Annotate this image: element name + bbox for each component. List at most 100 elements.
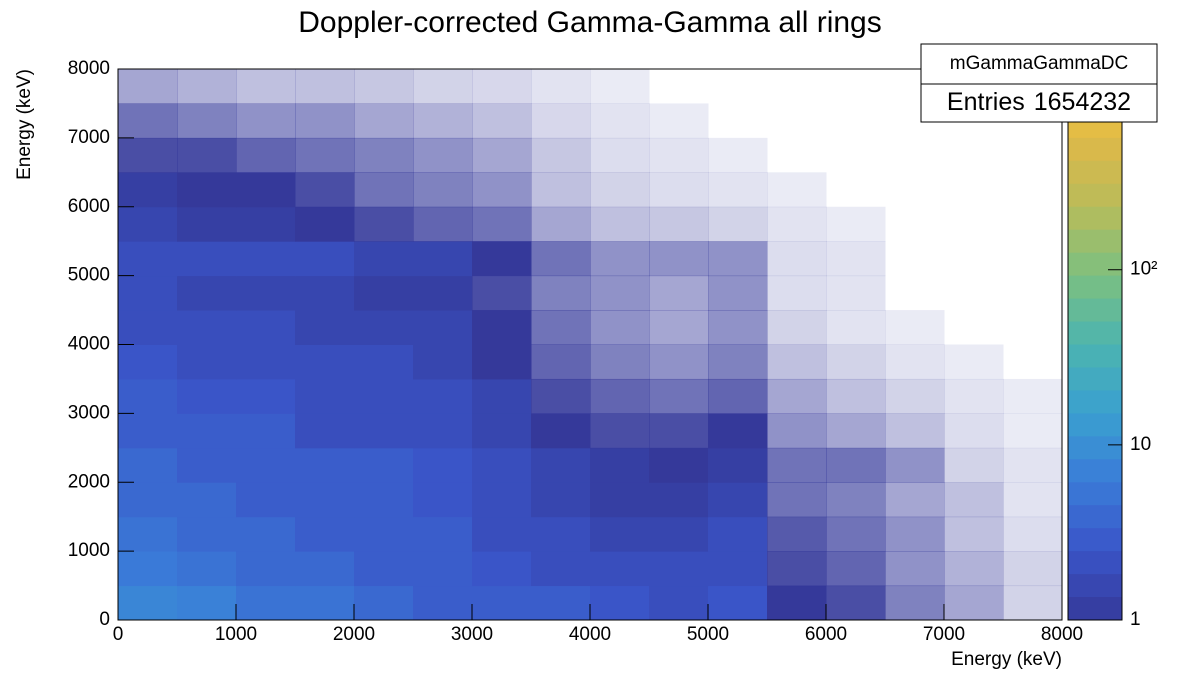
heatmap-cell bbox=[1003, 585, 1063, 621]
colorbar-band bbox=[1068, 183, 1122, 208]
heatmap-cell bbox=[295, 241, 355, 277]
heatmap-cell bbox=[413, 275, 473, 311]
heatmap-cell bbox=[472, 344, 532, 380]
x-tick-label: 1000 bbox=[215, 624, 257, 645]
heatmap-cell bbox=[472, 378, 532, 414]
heatmap-cell bbox=[885, 447, 945, 483]
heatmap-cell bbox=[413, 447, 473, 483]
heatmap-cell bbox=[767, 378, 827, 414]
heatmap-cell bbox=[649, 378, 709, 414]
heatmap-cell bbox=[885, 310, 945, 345]
heatmap-cell bbox=[472, 310, 532, 345]
heatmap-cell bbox=[295, 344, 355, 380]
heatmap-cell bbox=[354, 172, 414, 208]
heatmap-cell bbox=[177, 516, 237, 552]
heatmap-cell bbox=[767, 585, 827, 621]
heatmap-cell bbox=[354, 516, 414, 552]
heatmap-cell bbox=[826, 241, 886, 277]
heatmap-cell bbox=[472, 551, 532, 587]
heatmap-cell bbox=[590, 344, 650, 380]
heatmap-cell bbox=[236, 137, 296, 173]
colorbar-band bbox=[1068, 252, 1122, 277]
heatmap-cell bbox=[590, 69, 650, 104]
x-tick-label: 5000 bbox=[687, 624, 729, 645]
heatmap-cell bbox=[708, 447, 768, 483]
heatmap-cell bbox=[826, 344, 886, 380]
y-tick-label: 4000 bbox=[68, 334, 110, 355]
colorbar-band bbox=[1068, 206, 1122, 231]
stats-box bbox=[920, 43, 1158, 123]
colorbar-band bbox=[1068, 229, 1122, 254]
heatmap-cell bbox=[708, 585, 768, 621]
colorbar-band bbox=[1068, 298, 1122, 323]
heatmap-cell bbox=[531, 344, 591, 380]
heatmap-cell bbox=[944, 447, 1004, 483]
heatmap-cell bbox=[531, 413, 591, 449]
heatmap-cell bbox=[118, 103, 178, 139]
heatmap-cell bbox=[885, 482, 945, 518]
heatmap-cell bbox=[531, 241, 591, 277]
heatmap-cell bbox=[295, 585, 355, 621]
heatmap-cell bbox=[590, 516, 650, 552]
heatmap-cell bbox=[472, 482, 532, 518]
heatmap-cell bbox=[413, 172, 473, 208]
x-tick-label: 6000 bbox=[805, 624, 847, 645]
heatmap-cell bbox=[118, 69, 178, 104]
x-tick-label: 3000 bbox=[451, 624, 493, 645]
heatmap-cell bbox=[944, 551, 1004, 587]
heatmap-cell bbox=[531, 447, 591, 483]
heatmap-cell bbox=[767, 551, 827, 587]
heatmap-cell bbox=[472, 275, 532, 311]
heatmap-cell bbox=[118, 241, 178, 277]
heatmap-cell bbox=[885, 551, 945, 587]
heatmap-cell bbox=[826, 585, 886, 621]
heatmap-cell bbox=[472, 206, 532, 242]
y-tick-label: 2000 bbox=[68, 471, 110, 492]
heatmap-cell bbox=[826, 206, 886, 242]
heatmap-cell bbox=[118, 551, 178, 587]
heatmap-cell bbox=[177, 310, 237, 345]
colorbar-band bbox=[1068, 459, 1122, 483]
heatmap-cell bbox=[885, 378, 945, 414]
heatmap-cell bbox=[236, 447, 296, 483]
heatmap-cell bbox=[177, 275, 237, 311]
heatmap-cell bbox=[944, 378, 1004, 414]
heatmap-cell bbox=[354, 275, 414, 311]
heatmap-cell bbox=[118, 172, 178, 208]
heatmap-cell bbox=[944, 482, 1004, 518]
heatmap-cell bbox=[413, 69, 473, 104]
heatmap-cell bbox=[531, 482, 591, 518]
heatmap-cell bbox=[236, 551, 296, 587]
heatmap-cell bbox=[472, 413, 532, 449]
heatmap-cell bbox=[177, 378, 237, 414]
heatmap-cell bbox=[1003, 378, 1063, 414]
stats-entries: Entries 1654232 bbox=[947, 88, 1131, 116]
heatmap-cell bbox=[118, 516, 178, 552]
heatmap-cell bbox=[708, 137, 768, 173]
heatmap-cell bbox=[826, 551, 886, 587]
heatmap-cell bbox=[354, 241, 414, 277]
heatmap-cell bbox=[295, 103, 355, 139]
x-tick-label: 8000 bbox=[1041, 624, 1083, 645]
heatmap-cell bbox=[472, 69, 532, 104]
colorbar-band bbox=[1068, 367, 1122, 391]
heatmap-cell bbox=[236, 275, 296, 311]
colorbar-band bbox=[1068, 436, 1122, 460]
heatmap-cell bbox=[708, 172, 768, 208]
heatmap-cell bbox=[590, 585, 650, 621]
heatmap-cell bbox=[649, 585, 709, 621]
heatmap-cell bbox=[590, 378, 650, 414]
heatmap-cell bbox=[236, 241, 296, 277]
heatmap-cell bbox=[472, 585, 532, 621]
y-tick-label: 0 bbox=[99, 609, 110, 630]
heatmap-cell bbox=[885, 344, 945, 380]
heatmap-cell bbox=[590, 482, 650, 518]
heatmap-cell bbox=[472, 103, 532, 139]
heatmap-cell bbox=[649, 516, 709, 552]
heatmap-cell bbox=[590, 447, 650, 483]
heatmap-cell bbox=[1003, 447, 1063, 483]
heatmap-cell bbox=[1003, 516, 1063, 552]
heatmap-cell bbox=[472, 241, 532, 277]
heatmap-cell bbox=[295, 447, 355, 483]
